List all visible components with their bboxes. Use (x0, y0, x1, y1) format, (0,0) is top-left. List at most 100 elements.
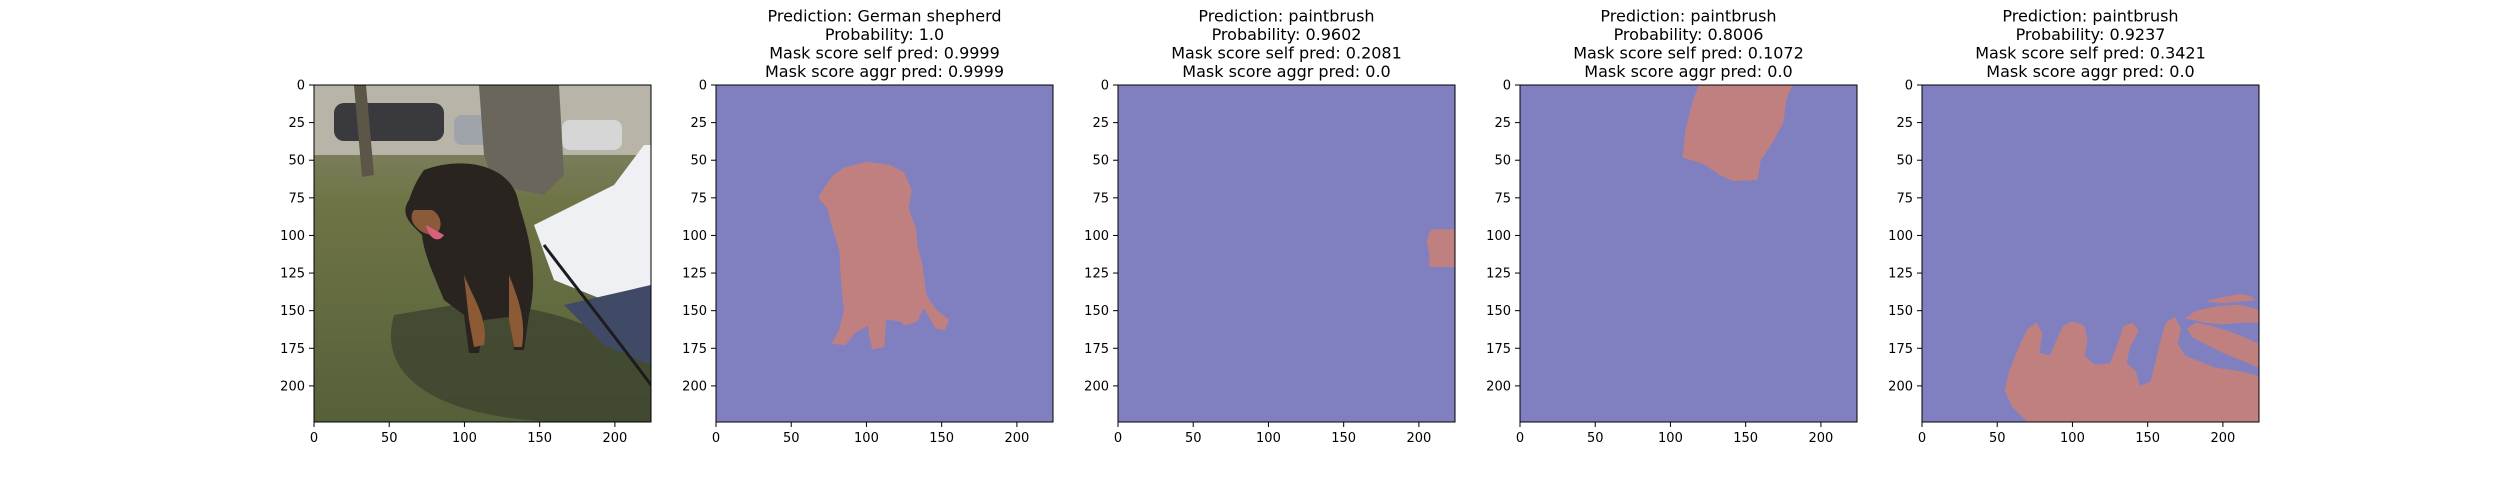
y-tick-label: 200 (1888, 379, 1913, 394)
axes-frame (1117, 84, 1456, 423)
panel-title-line: Probability: 0.8006 (1614, 25, 1764, 44)
x-tick-label: 100 (1256, 431, 1281, 446)
x-tick-label: 100 (854, 431, 879, 446)
x-tick-label: 50 (783, 431, 800, 446)
x-tick-label: 200 (1004, 431, 1029, 446)
x-tick-label: 100 (2060, 431, 2085, 446)
y-tick-label: 200 (682, 379, 707, 394)
y-tick-label: 200 (1486, 379, 1511, 394)
x-tick-label: 50 (1185, 431, 1202, 446)
x-tick-label: 50 (1587, 431, 1604, 446)
y-tick-label: 175 (1888, 342, 1913, 357)
panel-title-line: Prediction: paintbrush (2002, 7, 2178, 26)
photo-car (334, 103, 444, 141)
y-tick-label: 75 (1494, 191, 1511, 206)
y-tick-label: 175 (682, 342, 707, 357)
y-tick-label: 50 (1092, 154, 1109, 169)
y-tick-label: 25 (690, 116, 707, 131)
x-tick-label: 150 (1331, 431, 1356, 446)
axes-frame (715, 84, 1054, 423)
x-tick-label: 200 (2210, 431, 2235, 446)
y-tick-label: 150 (1084, 304, 1109, 319)
y-tick-label: 50 (288, 154, 305, 169)
y-tick-label: 75 (288, 191, 305, 206)
y-tick-label: 175 (1486, 342, 1511, 357)
y-tick-label: 50 (1494, 154, 1511, 169)
y-tick-label: 0 (297, 79, 305, 94)
photo-leash (542, 244, 651, 386)
panel-title-line: Mask score self pred: 0.9999 (769, 44, 1000, 63)
x-tick-label: 0 (1918, 431, 1926, 446)
photo-dog-body (405, 163, 534, 353)
panel-title-line: Prediction: paintbrush (1600, 7, 1776, 26)
mask-region (2186, 322, 2259, 368)
y-tick-label: 125 (1888, 267, 1913, 282)
x-tick-label: 50 (1989, 431, 2006, 446)
y-tick-label: 150 (682, 304, 707, 319)
y-tick-label: 150 (280, 304, 305, 319)
mask-region (1426, 229, 1455, 267)
y-tick-label: 25 (288, 116, 305, 131)
y-tick-label: 125 (280, 267, 305, 282)
mask-region (1682, 85, 1793, 182)
panel-title-line: Mask score self pred: 0.3421 (1975, 44, 2206, 63)
x-tick-label: 200 (1808, 431, 1833, 446)
y-tick-label: 25 (1092, 116, 1109, 131)
photo-car-3 (562, 120, 622, 150)
y-tick-label: 50 (690, 154, 707, 169)
panel-title-line: Mask score aggr pred: 0.0 (1584, 62, 1792, 81)
panel-image (716, 85, 1053, 422)
y-tick-label: 75 (690, 191, 707, 206)
y-tick-label: 75 (1896, 191, 1913, 206)
photo-dog-leg-tan (464, 275, 485, 347)
y-tick-label: 150 (1486, 304, 1511, 319)
x-tick-label: 150 (2135, 431, 2160, 446)
x-tick-label: 100 (452, 431, 477, 446)
x-tick-label: 150 (527, 431, 552, 446)
y-tick-label: 200 (280, 379, 305, 394)
x-tick-label: 0 (310, 431, 318, 446)
y-tick-label: 0 (1905, 79, 1913, 94)
mask-region (2204, 294, 2256, 304)
x-tick-label: 50 (381, 431, 398, 446)
photo-dog-tongue (426, 225, 444, 240)
panel-4: 0 50 100 150 200 0 25 50 75 100 125 150 175 200 Predic… (1486, 7, 1858, 446)
y-tick-label: 0 (1503, 79, 1511, 94)
axes-frame (1921, 84, 2260, 423)
panel-title-line: Mask score aggr pred: 0.0 (1986, 62, 2194, 81)
photo-shadow (390, 304, 651, 422)
photo-person-jeans (564, 285, 651, 365)
y-tick-label: 125 (682, 267, 707, 282)
y-tick-label: 25 (1896, 116, 1913, 131)
panel-5: 0 50 100 150 200 0 25 50 75 100 125 150 175 200 Predic… (1888, 7, 2260, 446)
x-tick-label: 150 (929, 431, 954, 446)
y-tick-label: 125 (1486, 267, 1511, 282)
panel-1: 0 50 100 150 200 0 25 50 75 100 125 150 175 200 (280, 79, 652, 446)
y-tick-label: 0 (699, 79, 707, 94)
y-tick-label: 75 (1092, 191, 1109, 206)
panel-image (1118, 85, 1455, 422)
panel-title-line: Probability: 0.9602 (1212, 25, 1362, 44)
panel-image (1520, 85, 1857, 422)
y-tick-label: 50 (1896, 154, 1913, 169)
y-tick-label: 100 (280, 229, 305, 244)
y-tick-label: 100 (1888, 229, 1913, 244)
x-tick-label: 200 (1406, 431, 1431, 446)
photo-dog-leg-tan-2 (509, 275, 524, 347)
x-tick-label: 0 (1516, 431, 1524, 446)
mask-region (2185, 304, 2259, 325)
y-tick-label: 150 (1888, 304, 1913, 319)
panel-2: 0 50 100 150 200 0 25 50 75 100 125 150 175 200 Predic… (682, 7, 1054, 446)
panel-image (1922, 85, 2259, 422)
x-tick-label: 100 (1658, 431, 1683, 446)
panel-title-line: Prediction: paintbrush (1198, 7, 1374, 26)
panel-title-line: Probability: 1.0 (825, 25, 944, 44)
y-tick-label: 125 (1084, 267, 1109, 282)
mask-background (1118, 85, 1455, 422)
x-tick-label: 200 (602, 431, 627, 446)
y-tick-label: 100 (1084, 229, 1109, 244)
y-tick-label: 175 (1084, 342, 1109, 357)
y-tick-label: 100 (682, 229, 707, 244)
y-tick-label: 175 (280, 342, 305, 357)
